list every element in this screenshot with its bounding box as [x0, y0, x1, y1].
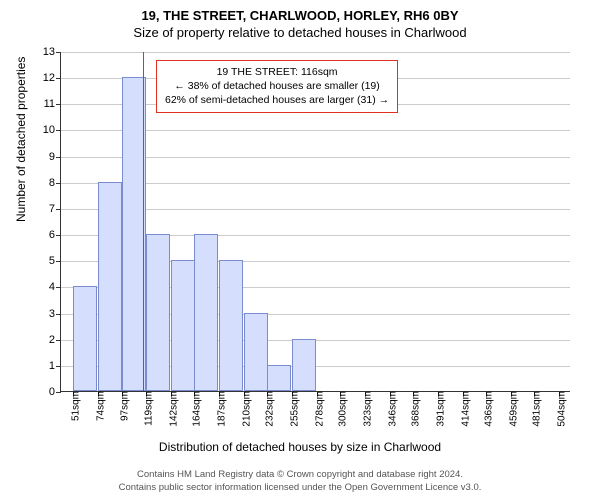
histogram-bar: [267, 365, 291, 391]
footer-line1: Contains HM Land Registry data © Crown c…: [137, 469, 463, 480]
x-tick-label: 97sqm: [114, 391, 131, 421]
histogram-bar: [146, 234, 170, 391]
chart-area: 01234567891011121351sqm74sqm97sqm119sqm1…: [60, 52, 570, 392]
histogram-bar: [292, 339, 316, 391]
histogram-bar: [244, 313, 268, 391]
histogram-bar: [171, 260, 195, 391]
x-tick-label: 414sqm: [454, 391, 471, 427]
plot-region: 01234567891011121351sqm74sqm97sqm119sqm1…: [60, 52, 570, 392]
x-tick-label: 300sqm: [332, 391, 349, 427]
histogram-bar: [98, 182, 122, 391]
chart-title-sub: Size of property relative to detached ho…: [0, 23, 600, 40]
y-tick-mark: [56, 287, 61, 288]
x-tick-label: 74sqm: [89, 391, 106, 421]
histogram-bar: [219, 260, 243, 391]
chart-title-main: 19, THE STREET, CHARLWOOD, HORLEY, RH6 0…: [0, 0, 600, 23]
x-tick-label: 504sqm: [551, 391, 568, 427]
x-tick-label: 323sqm: [356, 391, 373, 427]
callout-line3: 62% of semi-detached houses are larger (…: [165, 93, 389, 107]
x-tick-label: 187sqm: [210, 391, 227, 427]
y-tick-mark: [56, 157, 61, 158]
x-tick-label: 368sqm: [405, 391, 422, 427]
y-axis-label: Number of detached properties: [14, 57, 28, 222]
y-tick-mark: [56, 261, 61, 262]
gridline: [61, 52, 570, 53]
y-tick-mark: [56, 209, 61, 210]
x-tick-label: 436sqm: [478, 391, 495, 427]
x-tick-label: 278sqm: [308, 391, 325, 427]
x-tick-label: 232sqm: [259, 391, 276, 427]
y-tick-mark: [56, 183, 61, 184]
histogram-bar: [73, 286, 97, 391]
x-tick-label: 459sqm: [502, 391, 519, 427]
y-tick-mark: [56, 104, 61, 105]
property-marker-line: [143, 52, 145, 391]
y-tick-mark: [56, 235, 61, 236]
y-tick-mark: [56, 366, 61, 367]
x-tick-label: 142sqm: [162, 391, 179, 427]
x-tick-label: 391sqm: [429, 391, 446, 427]
footer-attribution: Contains HM Land Registry data © Crown c…: [0, 469, 600, 494]
x-tick-label: 164sqm: [186, 391, 203, 427]
callout-line2: ← 38% of detached houses are smaller (19…: [165, 79, 389, 93]
y-tick-mark: [56, 314, 61, 315]
histogram-bar: [194, 234, 218, 391]
y-tick-mark: [56, 392, 61, 393]
x-tick-label: 481sqm: [526, 391, 543, 427]
property-callout: 19 THE STREET: 116sqm← 38% of detached h…: [156, 60, 398, 113]
footer-line3: Contains public sector information licen…: [119, 482, 482, 493]
x-tick-label: 346sqm: [381, 391, 398, 427]
callout-line1: 19 THE STREET: 116sqm: [165, 65, 389, 79]
x-tick-label: 119sqm: [137, 391, 154, 426]
y-tick-mark: [56, 340, 61, 341]
y-tick-mark: [56, 130, 61, 131]
x-tick-label: 255sqm: [283, 391, 300, 427]
x-axis-label: Distribution of detached houses by size …: [0, 440, 600, 454]
y-tick-mark: [56, 78, 61, 79]
x-tick-label: 210sqm: [235, 391, 252, 427]
x-tick-label: 51sqm: [64, 391, 81, 421]
y-tick-mark: [56, 52, 61, 53]
